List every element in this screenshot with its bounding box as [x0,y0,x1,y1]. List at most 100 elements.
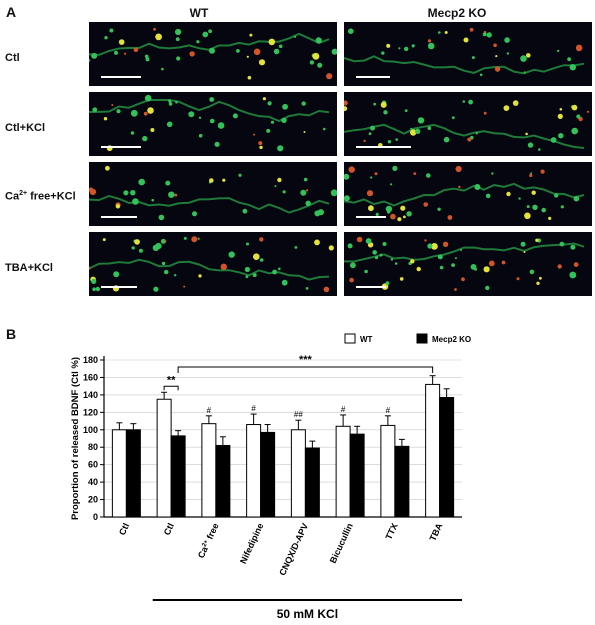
puncta [309,60,315,65]
micrograph-image [344,165,585,222]
puncta [390,258,394,261]
puncta [586,110,589,113]
puncta [274,185,277,188]
panel-a-letter: A [6,4,17,20]
puncta [483,266,490,273]
puncta [400,205,406,211]
puncta [244,266,250,273]
puncta [468,99,473,105]
puncta [217,122,225,129]
kcl-group-label: 50 mM KCl [277,607,338,621]
puncta [175,28,182,36]
x-tick-label: TBA [428,521,445,542]
puncta [91,278,97,284]
puncta [130,190,136,196]
puncta [524,212,531,220]
puncta [483,111,487,115]
micrograph-wt-tba-kcl [89,232,337,296]
puncta [124,52,127,55]
puncta [520,55,527,62]
puncta [503,105,510,111]
puncta [95,286,100,292]
micrograph-image [344,236,585,291]
bar-wt [290,429,306,518]
neurite-trace [344,55,585,75]
puncta [145,57,150,62]
puncta [559,241,565,247]
puncta [113,271,120,278]
puncta [479,73,483,77]
puncta [506,52,510,55]
puncta [350,262,356,269]
puncta [427,126,432,130]
puncta [192,211,197,217]
puncta [277,145,284,152]
puncta [147,107,154,114]
puncta [447,215,453,220]
puncta [427,243,433,249]
puncta [382,242,387,246]
puncta [152,244,160,251]
puncta [214,141,220,147]
puncta [442,241,449,247]
puncta [368,132,372,136]
puncta [375,212,379,216]
puncta [197,237,200,240]
column-header-wt: WT [189,6,209,20]
puncta [198,274,202,278]
puncta [451,263,455,267]
puncta [390,183,393,186]
y-tick-label: 160 [83,372,98,382]
puncta [392,165,398,171]
puncta [158,214,165,221]
puncta [175,37,180,42]
significance-bracket-long [177,366,434,373]
puncta [455,165,462,173]
puncta [523,71,526,74]
y-tick-label: 180 [83,355,98,365]
puncta [209,47,215,54]
puncta [183,285,186,288]
puncta [491,172,494,175]
puncta [209,178,214,183]
puncta [427,42,435,50]
puncta [273,48,280,55]
puncta [253,253,260,260]
puncta [535,238,539,242]
micrograph-wt-ctl [89,22,337,86]
puncta [246,242,249,246]
bar-mecp2-ko [439,397,455,518]
puncta [144,94,152,102]
legend-swatch [416,333,428,344]
puncta [461,277,465,282]
scale-bar [356,216,386,218]
puncta [175,100,178,104]
puncta [245,275,249,279]
puncta [174,274,177,277]
puncta [144,54,149,59]
puncta [326,73,333,80]
x-tick-label: Nifedipine [238,522,265,566]
puncta [138,178,145,186]
puncta [114,50,118,55]
legend-swatch [344,333,356,344]
puncta [485,285,490,291]
bar-wt [335,425,351,518]
puncta [410,259,415,264]
puncta [349,277,354,283]
bar-mecp2-ko [349,433,365,518]
micrograph-ko-ca-free-kcl [344,162,592,226]
puncta [506,191,511,197]
puncta [305,287,309,290]
puncta [372,250,377,255]
puncta [315,37,322,44]
puncta [242,208,248,214]
y-tick-label: 0 [93,512,98,522]
puncta [160,238,166,244]
puncta [164,240,167,243]
puncta [188,111,195,118]
bar-wt [201,423,217,518]
puncta [380,101,387,108]
puncta [130,109,138,117]
puncta [103,117,108,121]
